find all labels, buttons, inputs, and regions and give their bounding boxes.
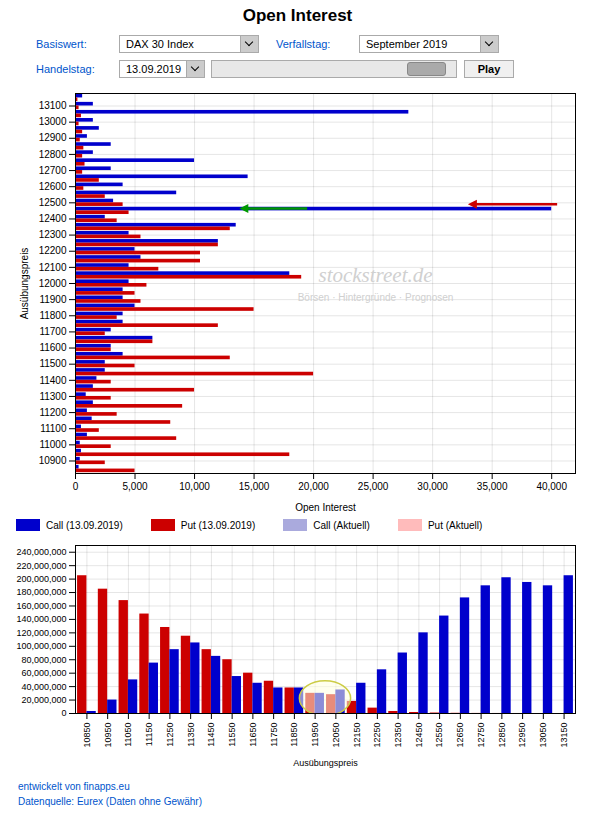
svg-text:12900: 12900: [39, 132, 67, 143]
svg-text:80,000,000: 80,000,000: [21, 655, 66, 665]
svg-text:11400: 11400: [39, 375, 67, 386]
svg-text:12750: 12750: [476, 723, 486, 748]
svg-text:11550: 11550: [227, 723, 237, 747]
svg-text:11450: 11450: [206, 723, 216, 747]
svg-text:140,000,000: 140,000,000: [16, 614, 66, 624]
svg-text:11500: 11500: [39, 358, 67, 369]
html-text:Handelstag:: Handelstag:: [36, 63, 95, 75]
svg-text:12650: 12650: [455, 723, 465, 748]
svg-text:30,000: 30,000: [417, 481, 448, 492]
svg-text:13050: 13050: [538, 723, 548, 748]
html-text:13.09.2019: 13.09.2019: [126, 63, 182, 75]
html-text:Open Interest: Open Interest: [242, 6, 353, 25]
svg-text:Open Interest: Open Interest: [295, 502, 356, 513]
svg-text:11650: 11650: [248, 723, 258, 747]
svg-text:200,000,000: 200,000,000: [16, 574, 66, 584]
svg-text:15,000: 15,000: [239, 481, 270, 492]
svg-text:stockstreet.de: stockstreet.de: [318, 263, 432, 287]
html-text:Play: Play: [477, 63, 501, 75]
svg-text:12100: 12100: [39, 262, 67, 273]
svg-text:11350: 11350: [186, 723, 196, 747]
svg-text:40,000: 40,000: [536, 481, 567, 492]
svg-text:11000: 11000: [39, 439, 67, 450]
svg-text:Ausübungspreis: Ausübungspreis: [19, 248, 30, 320]
svg-text:12500: 12500: [39, 197, 67, 208]
svg-text:100,000,000: 100,000,000: [16, 641, 66, 651]
svg-text:20,000,000: 20,000,000: [21, 695, 66, 705]
svg-text:10850: 10850: [82, 723, 92, 748]
svg-text:11700: 11700: [39, 326, 67, 337]
svg-text:11150: 11150: [144, 723, 154, 747]
svg-text:11200: 11200: [39, 407, 67, 418]
svg-text:11800: 11800: [39, 310, 67, 321]
svg-text:12000: 12000: [39, 278, 67, 289]
svg-text:11900: 11900: [39, 294, 67, 305]
svg-text:12700: 12700: [39, 165, 67, 176]
svg-text:35,000: 35,000: [477, 481, 508, 492]
svg-text:11250: 11250: [165, 723, 175, 747]
svg-text:12550: 12550: [434, 723, 444, 748]
svg-text:13000: 13000: [39, 116, 67, 127]
html-text:Call (13.09.2019): Call (13.09.2019): [46, 519, 123, 531]
svg-text:11600: 11600: [39, 342, 67, 353]
svg-text:12450: 12450: [414, 723, 424, 748]
svg-text:10950: 10950: [103, 723, 113, 748]
svg-text:12050: 12050: [331, 723, 341, 748]
svg-text:13100: 13100: [39, 100, 67, 111]
svg-text:11300: 11300: [39, 391, 67, 402]
svg-text:12850: 12850: [497, 723, 507, 748]
html-text:Call (Aktuell): Call (Aktuell): [313, 519, 370, 531]
svg-text:11050: 11050: [123, 723, 133, 747]
svg-text:12150: 12150: [352, 723, 362, 748]
svg-text:10900: 10900: [39, 455, 67, 466]
svg-text:120,000,000: 120,000,000: [16, 628, 66, 638]
svg-text:Börsen · Hintergründe · Progno: Börsen · Hintergründe · Prognosen: [298, 292, 454, 303]
svg-text:180,000,000: 180,000,000: [16, 587, 66, 597]
html-text:entwickelt von finapps.eu: entwickelt von finapps.eu: [18, 781, 130, 792]
svg-text:220,000,000: 220,000,000: [16, 561, 66, 571]
svg-text:10,000: 10,000: [179, 481, 210, 492]
svg-text:0: 0: [73, 481, 79, 492]
svg-text:12300: 12300: [39, 229, 67, 240]
svg-text:20,000: 20,000: [298, 481, 329, 492]
svg-text:11850: 11850: [289, 723, 299, 747]
svg-text:11750: 11750: [269, 723, 279, 747]
svg-text:11100: 11100: [40, 423, 67, 434]
svg-text:40,000,000: 40,000,000: [21, 682, 66, 692]
svg-text:Ausübungspreis: Ausübungspreis: [293, 758, 358, 768]
html-text:DAX 30 Index: DAX 30 Index: [126, 38, 194, 50]
svg-text:12600: 12600: [39, 181, 67, 192]
svg-text:5,000: 5,000: [123, 481, 148, 492]
svg-text:12200: 12200: [39, 245, 67, 256]
html-text:Datenquelle: Eurex (Daten ohne: Datenquelle: Eurex (Daten ohne Gewähr): [18, 796, 202, 807]
svg-text:240,000,000: 240,000,000: [16, 547, 66, 557]
html-text:Basiswert:: Basiswert:: [36, 38, 87, 50]
html-text:Put (13.09.2019): Put (13.09.2019): [180, 519, 256, 531]
html-text:September 2019: September 2019: [366, 38, 448, 50]
svg-text:25,000: 25,000: [358, 481, 389, 492]
svg-text:60,000,000: 60,000,000: [21, 668, 66, 678]
html-text:Put (Aktuell): Put (Aktuell): [427, 519, 483, 531]
svg-text:12950: 12950: [517, 723, 527, 748]
svg-text:11950: 11950: [310, 723, 320, 747]
svg-text:12800: 12800: [39, 149, 67, 160]
svg-text:160,000,000: 160,000,000: [16, 601, 66, 611]
svg-text:0: 0: [61, 708, 66, 718]
svg-text:12350: 12350: [393, 723, 403, 748]
svg-text:13150: 13150: [559, 723, 569, 748]
html-text:Verfallstag:: Verfallstag:: [276, 38, 331, 50]
svg-text:12250: 12250: [372, 723, 382, 748]
svg-text:12400: 12400: [39, 213, 67, 224]
